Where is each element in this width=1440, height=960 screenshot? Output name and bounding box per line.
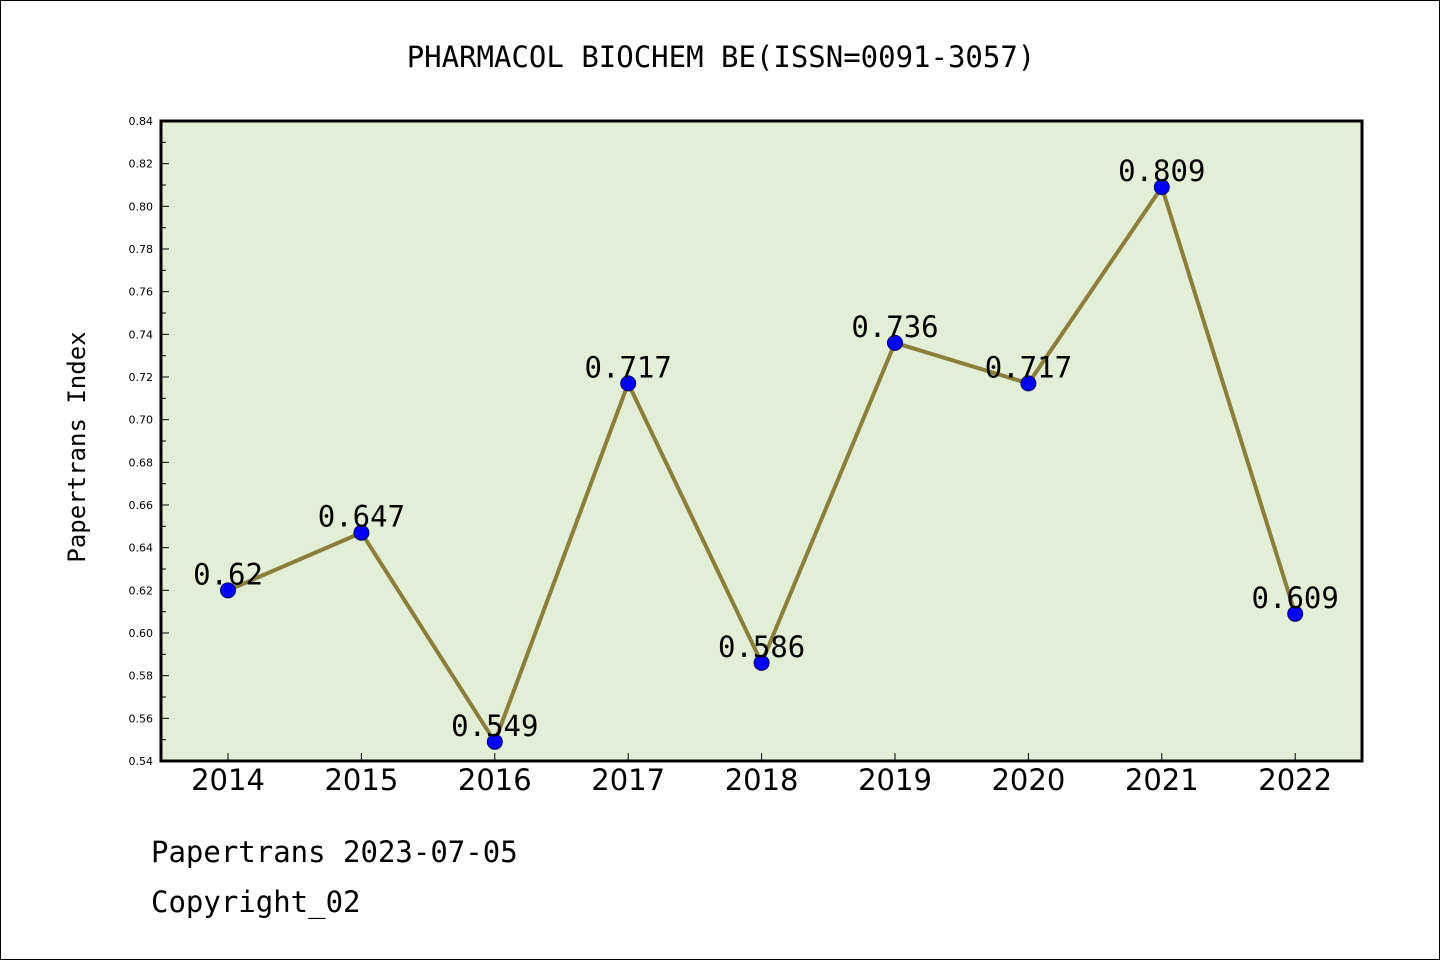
data-labels: 0.62 0.647 0.549 0.717 0.586 0.736 0.717 0.809 0… <box>193 154 1339 743</box>
y-tick-label: 0.58 <box>129 670 154 683</box>
y-tick-label: 0.82 <box>129 158 154 171</box>
data-label: 0.62 <box>193 557 263 591</box>
y-tick-label: 0.72 <box>129 371 154 384</box>
data-point <box>1153 179 1170 196</box>
data-label: 0.549 <box>451 709 538 743</box>
x-tick-label: 2018 <box>725 763 799 797</box>
y-tick-label: 0.66 <box>129 499 154 512</box>
data-point <box>1020 375 1037 392</box>
chart-title: PHARMACOL BIOCHEM BE(ISSN=0091-3057) <box>407 40 1036 74</box>
y-tick-label: 0.80 <box>129 200 154 213</box>
y-tick-label: 0.78 <box>129 243 154 256</box>
y-tick-label: 0.54 <box>129 755 154 768</box>
y-tick-label: 0.74 <box>129 328 154 341</box>
y-tick-label: 0.56 <box>129 712 154 725</box>
y-tick-label: 0.60 <box>129 627 154 640</box>
data-point <box>620 375 637 392</box>
data-label: 0.809 <box>1118 154 1205 188</box>
x-tick-label: 2020 <box>991 763 1065 797</box>
y-tick-label: 0.84 <box>129 115 154 128</box>
data-label: 0.586 <box>718 630 805 664</box>
plot-frame <box>159 119 1364 763</box>
x-tick-label: 2019 <box>858 763 932 797</box>
footer-copyright: Copyright_02 <box>151 885 361 919</box>
y-tick-label: 0.70 <box>129 414 154 427</box>
x-tick-label: 2021 <box>1125 763 1199 797</box>
y-tick-label: 0.64 <box>129 542 154 555</box>
data-label: 0.609 <box>1252 581 1339 615</box>
y-axis: 0.54 0.56 0.58 0.60 0.62 0.64 0.66 0.68 0.70 0.72… <box>129 115 169 768</box>
y-tick-label: 0.68 <box>129 456 154 469</box>
data-point <box>753 654 770 671</box>
data-points <box>220 179 1304 750</box>
data-label: 0.717 <box>985 350 1072 384</box>
data-point <box>1287 605 1304 622</box>
x-tick-label: 2015 <box>324 763 398 797</box>
plot-area <box>161 121 1362 761</box>
x-tick-label: 2017 <box>591 763 665 797</box>
data-point <box>353 524 370 541</box>
data-label: 0.647 <box>318 500 405 534</box>
x-tick-label: 2022 <box>1258 763 1332 797</box>
x-tick-label: 2016 <box>458 763 532 797</box>
x-tick-label: 2014 <box>191 763 265 797</box>
footer-date: Papertrans 2023-07-05 <box>151 835 518 869</box>
data-point <box>887 334 903 351</box>
data-label: 0.717 <box>585 350 672 384</box>
data-point <box>220 582 236 599</box>
y-tick-label: 0.62 <box>129 584 154 597</box>
data-label: 0.736 <box>851 310 938 344</box>
data-point <box>486 733 503 750</box>
x-axis: 2014 2015 2016 2017 2018 2019 2020 2021 2022 <box>191 753 1332 797</box>
y-tick-label: 0.76 <box>129 286 154 299</box>
y-axis-label: Papertrans Index <box>63 331 91 562</box>
